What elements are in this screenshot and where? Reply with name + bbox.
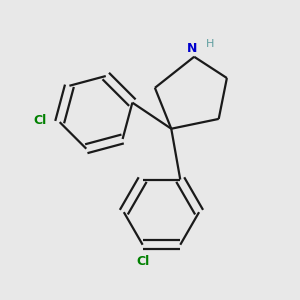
Text: H: H (206, 39, 214, 49)
Text: Cl: Cl (136, 255, 149, 268)
Text: N: N (187, 42, 198, 55)
Text: Cl: Cl (33, 114, 46, 127)
